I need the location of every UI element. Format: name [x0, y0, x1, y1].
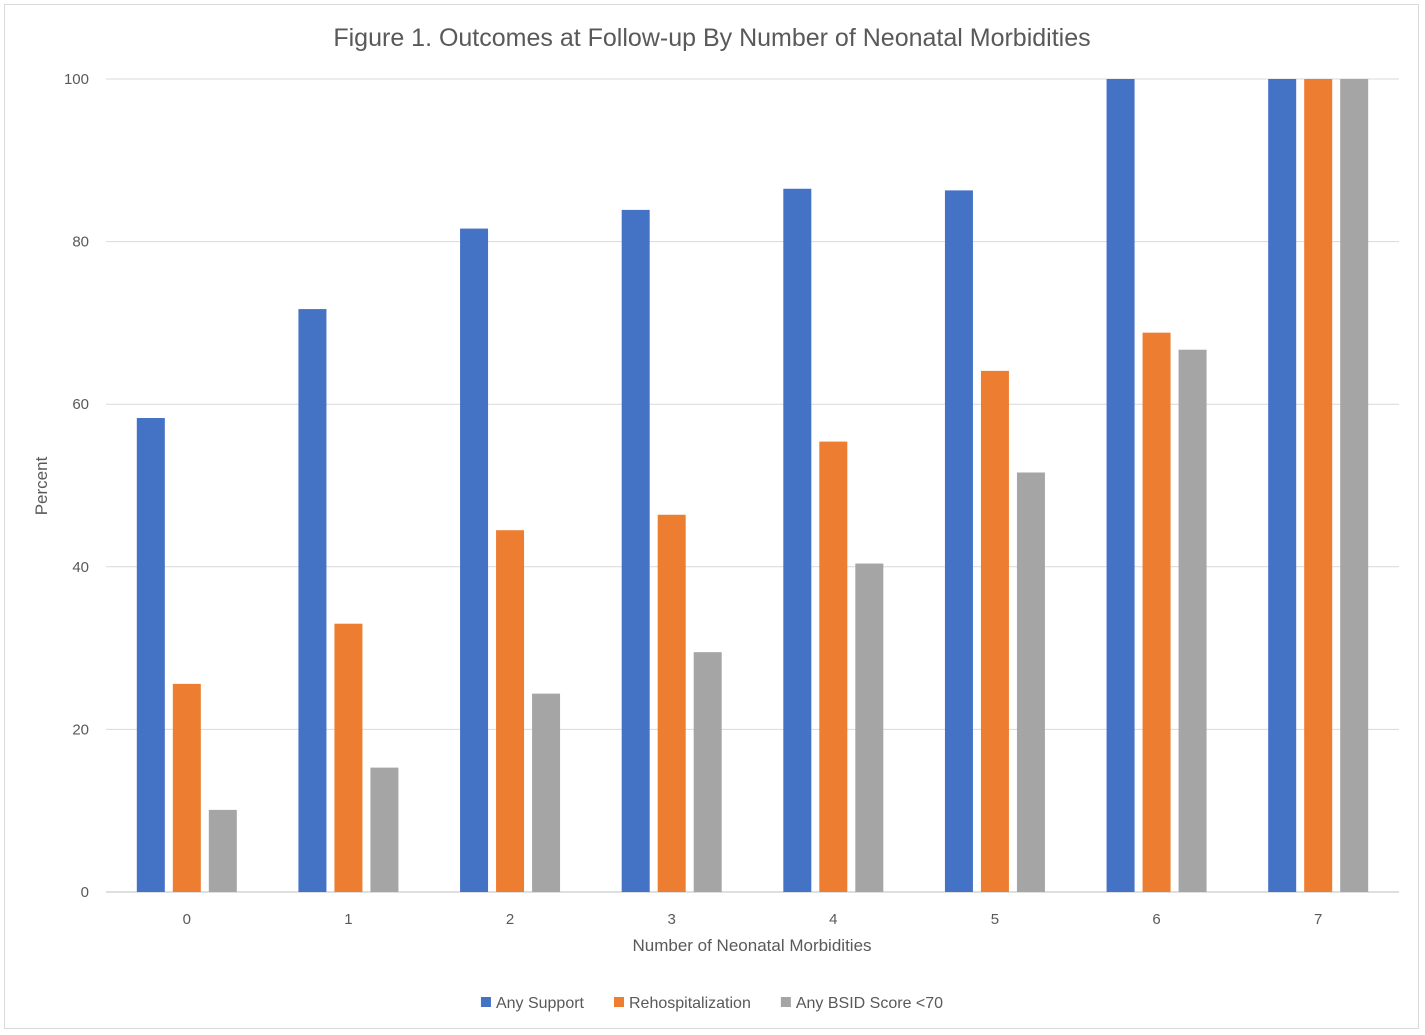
y-tick-label: 80: [72, 234, 89, 251]
x-tick-label: 4: [829, 911, 837, 928]
x-tick-label: 3: [668, 911, 676, 928]
y-axis-ticks: 0 20 40 60 80 100: [64, 71, 89, 901]
chart-title: Figure 1. Outcomes at Follow-up By Numbe…: [333, 24, 1090, 52]
legend-label: Any Support: [496, 995, 585, 1012]
x-axis-ticks: 0 1 2 3 4 5 6 7: [183, 911, 1323, 928]
y-tick-label: 40: [72, 559, 89, 576]
bar: [1268, 79, 1297, 892]
legend-label: Rehospitalization: [629, 995, 751, 1012]
bar: [298, 309, 327, 893]
bar: [944, 190, 973, 893]
legend-swatch: [614, 997, 625, 1007]
bar: [172, 683, 201, 892]
bar: [1016, 472, 1045, 892]
legend: Any Support Rehospitalization Any BSID Sco…: [480, 995, 943, 1012]
x-tick-label: 5: [991, 911, 999, 928]
x-tick-label: 6: [1152, 911, 1160, 928]
y-tick-label: 20: [72, 721, 89, 738]
bar: [1178, 349, 1207, 892]
bar: [532, 693, 561, 892]
bar: [1142, 332, 1171, 892]
bar: [496, 530, 525, 892]
bar: [1340, 79, 1369, 892]
x-tick-label: 1: [344, 911, 352, 928]
bar: [1304, 79, 1333, 892]
y-tick-label: 60: [72, 396, 89, 413]
y-axis-label: Percent: [32, 456, 51, 515]
x-tick-label: 7: [1314, 911, 1322, 928]
bar: [1106, 79, 1135, 892]
bar: [370, 767, 399, 892]
legend-swatch: [480, 997, 491, 1007]
bar: [208, 809, 237, 892]
bar: [136, 418, 165, 892]
bar: [855, 563, 884, 892]
bar: [783, 188, 812, 892]
bar: [657, 514, 686, 892]
legend-swatch: [780, 997, 791, 1007]
x-axis-label: Number of Neonatal Morbidities: [632, 936, 871, 955]
y-tick-label: 100: [64, 71, 89, 88]
x-tick-label: 2: [506, 911, 514, 928]
bar: [693, 652, 722, 892]
bar: [334, 623, 363, 892]
bars: [136, 79, 1369, 893]
y-tick-label: 0: [81, 884, 89, 901]
bar: [621, 209, 650, 892]
bar: [819, 441, 848, 892]
bar: [980, 370, 1009, 892]
legend-label: Any BSID Score <70: [796, 995, 943, 1012]
x-tick-label: 0: [183, 911, 191, 928]
bar: [460, 228, 489, 893]
